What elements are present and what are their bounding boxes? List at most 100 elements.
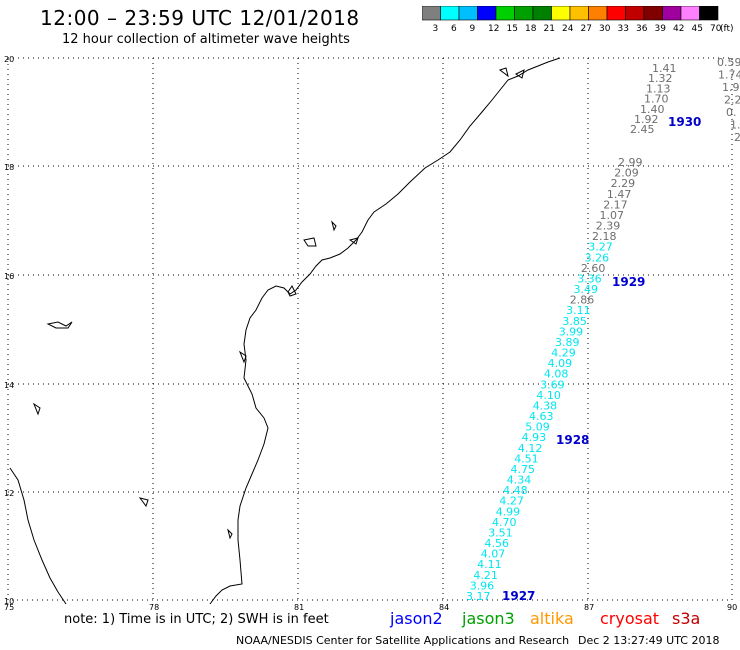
wave-value: 3.99	[559, 325, 584, 338]
island-small-7	[331, 220, 337, 232]
lat-tick-label: 10	[4, 597, 14, 606]
wave-value: 3.51	[488, 527, 513, 540]
wave-value: 4.11	[477, 558, 502, 571]
wave-value: 4.10	[536, 389, 561, 402]
wave-value: 2.39	[596, 220, 621, 233]
wave-value: 0.59	[717, 56, 740, 69]
legend-altika: altika	[530, 609, 574, 628]
wave-value: 1.32	[648, 72, 673, 85]
wave-value: 4.29	[551, 347, 576, 360]
wave-value: 0.	[726, 106, 737, 119]
lon-tick-label: 78	[149, 603, 159, 610]
legend-cryosat: cryosat	[600, 609, 660, 628]
island-sri-lanka-east	[287, 285, 297, 297]
wave-value: 4.48	[503, 484, 527, 497]
chart-subtitle: 12 hour collection of altimeter wave hei…	[62, 32, 350, 47]
wave-value: 2	[734, 131, 740, 144]
wave-value: 2.99	[618, 156, 643, 169]
wave-value: 3.69	[540, 378, 565, 391]
pass-labels: 1930 1929 1928 1927	[502, 115, 701, 603]
credit-text: NOAA/NESDIS Center for Satellite Applica…	[236, 634, 570, 647]
lat-tick-label: 14	[4, 381, 14, 390]
legend-jason3: jason3	[462, 609, 515, 628]
pass-number-label: 1927	[502, 589, 535, 603]
color-scale-value: 33	[617, 24, 629, 34]
island-small-10	[515, 69, 525, 79]
footnote: note: 1) Time is in UTC; 2) SWH is in fe…	[64, 612, 329, 627]
wave-value: 1.74	[718, 69, 740, 82]
longitude-labels: 75 78 81 84 87 90	[4, 603, 737, 610]
color-scale-value: 15	[506, 24, 518, 34]
color-scale-value: 18	[525, 24, 537, 34]
island-small-6	[303, 237, 317, 247]
lon-tick-label: 81	[294, 603, 304, 610]
wave-value: 4.08	[544, 368, 569, 381]
wave-value: 2.09	[614, 167, 639, 180]
island-small-3	[32, 402, 41, 416]
color-scale-value: 3	[432, 24, 439, 34]
color-scale-value: 39	[654, 24, 666, 34]
wave-value: 3.27	[588, 241, 613, 254]
latitude-labels: 20 18 16 14 12 10	[4, 55, 14, 606]
wave-value: 4.07	[481, 548, 506, 561]
wave-value: 1.9	[722, 81, 740, 94]
island-small-5	[227, 528, 233, 540]
lat-tick-label: 20	[4, 55, 14, 64]
island-small-1	[46, 321, 73, 329]
wave-value: 4.12	[518, 442, 543, 455]
wave-value: 1.70	[644, 93, 669, 106]
wave-value: 1.41	[652, 62, 677, 75]
color-scale-bar	[422, 6, 719, 21]
wave-value: 3.89	[555, 336, 580, 349]
pass-number-label: 1929	[612, 275, 645, 289]
lon-tick-label: 87	[584, 603, 594, 610]
wave-value: 2.29	[611, 177, 636, 190]
map-frame	[7, 57, 733, 601]
coastline	[9, 57, 561, 605]
island-small-4	[138, 497, 149, 508]
wave-value: 3.85	[562, 315, 587, 328]
color-scale-value: 42	[673, 24, 685, 34]
lon-tick-label: 75	[4, 603, 14, 610]
wave-value: 3.36	[577, 272, 602, 285]
color-scale-value: 27	[580, 24, 592, 34]
legend-jason2: jason2	[390, 609, 443, 628]
wave-value: 2.86	[570, 294, 595, 307]
wave-height-values: 1.411.321.131.701.401.922.450.591.741.92…	[466, 56, 740, 603]
wave-value: 1.92	[634, 113, 659, 126]
wave-value: 4.21	[473, 569, 498, 582]
wave-value: 4.09	[548, 357, 573, 370]
wave-value: 2.2	[724, 94, 740, 107]
color-scale-value: 70	[710, 24, 722, 34]
wave-value: 2.18	[592, 230, 617, 243]
wave-value: 3.11	[566, 304, 591, 317]
color-scale-unit: (ft)	[720, 24, 734, 34]
wave-value: 1.13	[646, 82, 671, 95]
color-scale-value: 36	[636, 24, 648, 34]
lon-tick-label: 84	[439, 603, 449, 610]
island-small-2	[238, 350, 247, 364]
wave-value: 4.34	[507, 474, 532, 487]
wave-value: 2.45	[630, 123, 655, 136]
color-scale-value: 30	[599, 24, 611, 34]
color-scale-value: 9	[469, 24, 476, 34]
lat-tick-label: 16	[4, 272, 14, 281]
wave-value: 1.40	[640, 103, 665, 116]
wave-value: 3.17	[466, 590, 491, 603]
pass-number-label: 1928	[556, 433, 589, 447]
wave-value: 4.51	[514, 452, 539, 465]
wave-value: 3.26	[585, 251, 610, 264]
color-scale-value: 45	[691, 24, 703, 34]
wave-value: 1.07	[600, 209, 625, 222]
generation-timestamp: Dec 2 13:27:49 UTC 2018	[578, 634, 720, 647]
wave-value: 4.75	[511, 463, 536, 476]
wave-value: 3.96	[470, 579, 495, 592]
lon-tick-label: 90	[727, 603, 737, 610]
wave-value: 3.49	[574, 283, 599, 296]
color-scale-value: 6	[451, 24, 457, 34]
coastline-main	[209, 57, 561, 605]
coastline-west	[9, 467, 67, 605]
wave-value: 1.	[730, 119, 740, 132]
wave-value: 2.60	[581, 262, 606, 275]
